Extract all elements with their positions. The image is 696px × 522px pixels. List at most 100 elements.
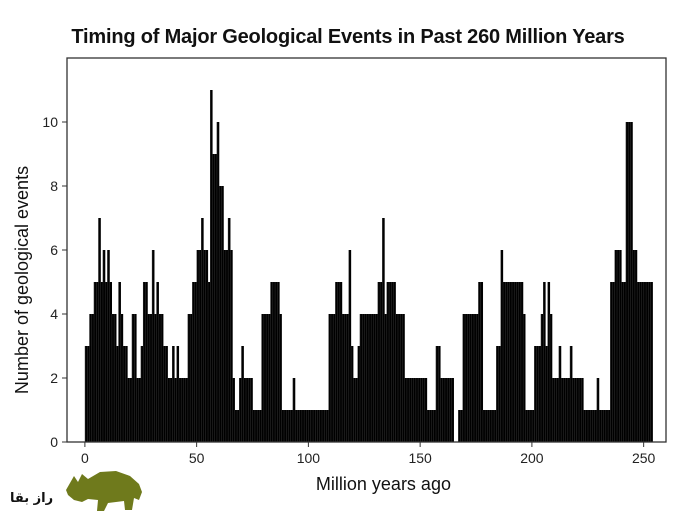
histogram-bar: [201, 218, 204, 442]
histogram-bar: [601, 410, 604, 442]
histogram-bar: [520, 282, 524, 442]
histogram-bar: [344, 314, 347, 442]
histogram-bar: [400, 314, 403, 442]
histogram-bar: [120, 314, 124, 442]
histogram-bar: [384, 314, 387, 442]
histogram-bar: [227, 218, 231, 442]
y-tick-label: 4: [50, 306, 58, 322]
histogram-bar: [189, 314, 193, 442]
histogram-bar: [598, 410, 602, 442]
histogram-bar: [254, 410, 258, 442]
histogram-bar: [156, 282, 159, 442]
rhino-logo-icon: [66, 471, 142, 511]
histogram-bar: [458, 410, 461, 442]
histogram-bar: [476, 314, 479, 442]
histogram-bar: [572, 378, 575, 442]
histogram-bar: [265, 314, 269, 442]
histogram-bar: [585, 410, 589, 442]
histogram-bar: [603, 410, 606, 442]
histogram-bar: [252, 410, 256, 442]
histogram-bar: [113, 314, 117, 442]
histogram-bar: [203, 250, 206, 442]
histogram-bar: [648, 282, 651, 442]
histogram-bar: [552, 378, 555, 442]
histogram-bar: [317, 410, 320, 442]
histogram-bar: [319, 410, 323, 442]
histogram-bar: [471, 314, 475, 442]
histogram-bar: [183, 378, 186, 442]
histogram-bar: [167, 378, 171, 442]
histogram-bar: [444, 378, 448, 442]
histogram-bar: [502, 282, 506, 442]
histogram-bar: [357, 346, 361, 442]
histogram-bar: [587, 410, 591, 442]
histogram-bar: [547, 282, 551, 442]
x-tick-label: 100: [297, 450, 321, 466]
watermark-text: راز بقا: [10, 491, 54, 506]
histogram-bar: [129, 378, 133, 442]
histogram-bar: [263, 314, 267, 442]
histogram-bar: [96, 282, 99, 442]
histogram-bar: [142, 282, 146, 442]
histogram-bar: [531, 410, 535, 442]
histogram-bar: [429, 410, 432, 442]
histogram-bar: [395, 314, 399, 442]
histogram-bar: [111, 314, 115, 442]
histogram-bar: [163, 346, 166, 442]
histogram-bar: [607, 410, 611, 442]
histogram-bar: [594, 410, 598, 442]
histogram-bar: [583, 410, 586, 442]
histogram-bar: [612, 282, 615, 442]
histogram-bar: [462, 314, 466, 442]
histogram-bar: [393, 282, 396, 442]
histogram-bar: [522, 314, 526, 442]
histogram-bar: [136, 378, 139, 442]
histogram-bar: [154, 314, 157, 442]
histogram-bar: [312, 410, 316, 442]
histogram-bar: [610, 282, 613, 442]
histogram-bar: [446, 378, 450, 442]
histogram-bar: [241, 346, 244, 442]
histogram-bar: [527, 410, 530, 442]
histogram-bar: [176, 346, 180, 442]
histogram-bar: [245, 378, 249, 442]
histogram-bar: [614, 250, 618, 442]
histogram-bar: [337, 282, 340, 442]
histogram-bar: [239, 378, 242, 442]
histogram-bar: [236, 410, 240, 442]
histogram-bar: [377, 282, 381, 442]
histogram-bar: [391, 282, 394, 442]
y-tick-label: 10: [42, 114, 58, 130]
histogram-bar: [576, 378, 580, 442]
histogram-bar: [187, 314, 191, 442]
histogram-bar: [192, 282, 195, 442]
histogram-bar: [362, 314, 365, 442]
histogram-bar: [630, 122, 633, 442]
histogram-bar: [451, 378, 454, 442]
histogram-bar: [308, 410, 311, 442]
histogram-bar: [104, 282, 108, 442]
x-axis-title: Million years ago: [316, 474, 451, 494]
histogram-bar: [256, 410, 260, 442]
histogram-bar: [628, 122, 631, 442]
histogram-bar: [109, 282, 113, 442]
histogram-bar: [581, 378, 584, 442]
histogram-bar: [350, 346, 354, 442]
histogram-bar: [225, 250, 229, 442]
histogram-bar: [158, 314, 162, 442]
histogram-bar: [131, 314, 135, 442]
histogram-bar: [507, 282, 510, 442]
histogram-bar: [634, 250, 638, 442]
histogram-bar: [413, 378, 416, 442]
histogram-bar: [543, 282, 546, 442]
histogram-bar: [460, 410, 463, 442]
histogram-bar: [469, 314, 472, 442]
histogram-bar: [107, 250, 110, 442]
y-tick-label: 8: [50, 178, 58, 194]
histogram-bar: [525, 410, 528, 442]
histogram-bar: [379, 282, 383, 442]
histogram-bar: [386, 282, 390, 442]
histogram-bar: [268, 314, 271, 442]
histogram-bar: [560, 378, 564, 442]
histogram-bar: [415, 378, 419, 442]
